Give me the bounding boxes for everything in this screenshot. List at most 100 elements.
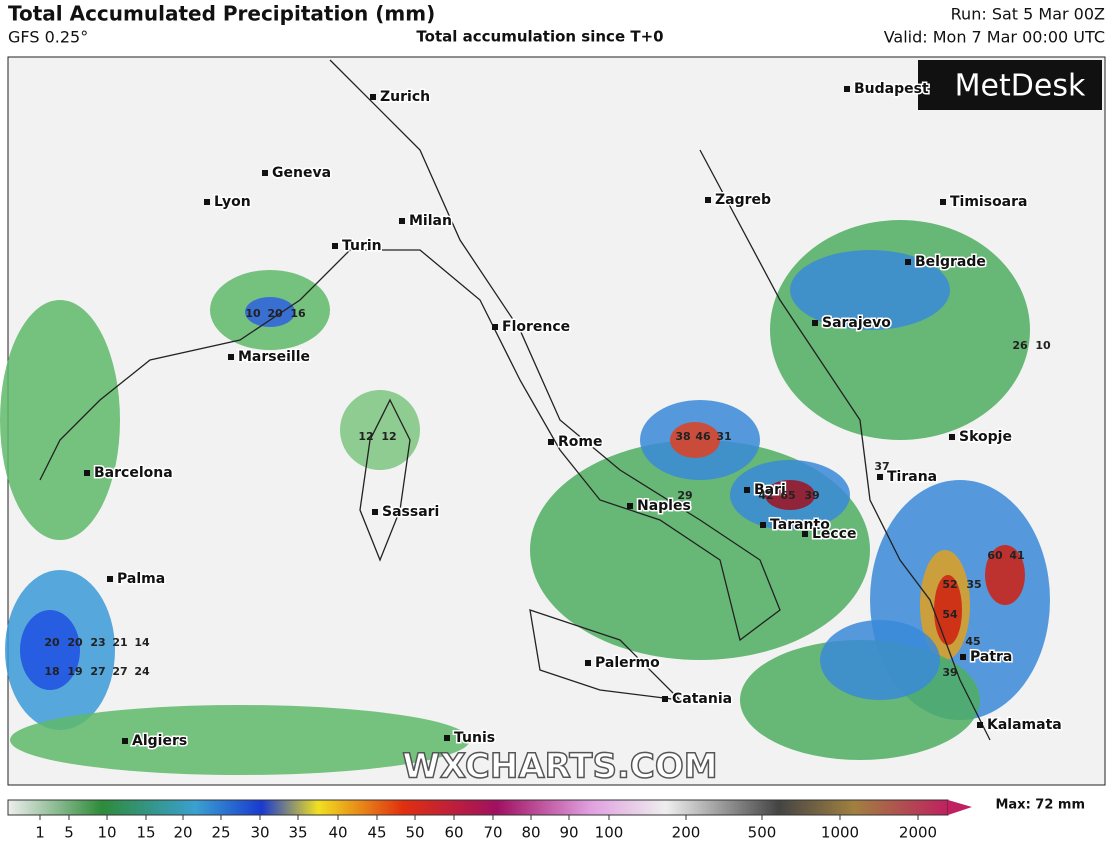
city-label: Tirana (887, 469, 937, 485)
city-marker (372, 509, 378, 515)
city-label: Kalamata (987, 717, 1062, 733)
city-marker (492, 324, 498, 330)
city-marker (107, 576, 113, 582)
grid-value: 21 (112, 636, 127, 649)
grid-value: 23 (90, 636, 105, 649)
color-bar-label: 70 (483, 824, 502, 842)
color-bar-label: 45 (367, 824, 386, 842)
grid-value: 39 (804, 489, 819, 502)
logo-box (918, 60, 1102, 110)
grid-value: 52 (942, 578, 957, 591)
city-label: Milan (409, 213, 452, 229)
city-label: Florence (502, 319, 570, 335)
grid-value: 14 (134, 636, 150, 649)
city-label: Naples (637, 498, 691, 514)
city-marker (877, 474, 883, 480)
logo: MetDesk (955, 69, 1086, 104)
city-label: Lecce (812, 526, 857, 542)
city-label: Zagreb (715, 192, 771, 208)
color-bar (7, 799, 949, 816)
grid-value: 10 (245, 307, 261, 320)
grid-value: 26 (1012, 339, 1028, 352)
grid-value: 27 (90, 665, 105, 678)
city-label: Sassari (382, 504, 439, 520)
city-label: Palma (117, 571, 165, 587)
city-marker (960, 654, 966, 660)
city-marker (548, 439, 554, 445)
city-label: Geneva (272, 165, 331, 181)
run-time: Run: Sat 5 Mar 00Z (951, 5, 1105, 24)
city-label: Marseille (238, 349, 310, 365)
city-marker (585, 660, 591, 666)
city-label: Tunis (454, 730, 495, 746)
precip-area (985, 545, 1025, 605)
city-label: Turin (342, 238, 382, 254)
grid-value: 31 (716, 430, 731, 443)
color-bar-label: 90 (559, 824, 578, 842)
grid-value: 42 (758, 489, 773, 502)
precip-area (245, 297, 295, 327)
grid-value: 10 (1035, 339, 1051, 352)
city-label: Taranto (770, 517, 830, 533)
grid-value: 16 (290, 307, 306, 320)
grid-value: 20 (267, 307, 283, 320)
coastlines (39, 59, 991, 741)
color-bar-label: 25 (211, 824, 230, 842)
grid-value: 12 (358, 430, 373, 443)
color-bar-label: 10 (97, 824, 116, 842)
watermark: WXCHARTS.COM (402, 747, 717, 787)
grid-value: 65 (780, 489, 795, 502)
precip-area (0, 300, 120, 540)
city-marker (949, 434, 955, 440)
city-marker (122, 738, 128, 744)
title: Total Accumulated Precipitation (mm) (8, 2, 435, 26)
precip-area (820, 620, 940, 700)
color-bar-label: 35 (288, 824, 307, 842)
grid-value: 39 (942, 666, 957, 679)
city-label: Belgrade (915, 254, 986, 270)
grid-value: 12 (381, 430, 396, 443)
color-bar-label: 50 (405, 824, 424, 842)
color-bar-label: 2000 (899, 824, 937, 842)
city-marker (204, 199, 210, 205)
city-marker (705, 197, 711, 203)
city-marker (84, 470, 90, 476)
color-bar-label: 15 (136, 824, 155, 842)
precip-field (0, 220, 1050, 775)
grid-value: 29 (677, 489, 692, 502)
city-marker (262, 170, 268, 176)
city-marker (399, 218, 405, 224)
city-marker (940, 199, 946, 205)
city-label: Skopje (959, 429, 1012, 445)
grid-value: 24 (134, 665, 150, 678)
grid-value: 41 (1009, 549, 1024, 562)
grid-value: 27 (112, 665, 127, 678)
city-marker (228, 354, 234, 360)
grid-value: 37 (874, 460, 889, 473)
color-bar-label: 500 (748, 824, 777, 842)
grid-value: 20 (67, 636, 83, 649)
valid-time: Valid: Mon 7 Mar 00:00 UTC (884, 28, 1105, 47)
color-bar-label: 1 (35, 824, 45, 842)
city-marker (802, 531, 808, 537)
color-bar-label: 200 (672, 824, 701, 842)
city-marker (760, 522, 766, 528)
color-bar-label: 80 (521, 824, 540, 842)
grid-value: 38 (675, 430, 690, 443)
subtitle: Total accumulation since T+0 (416, 28, 663, 46)
precip-area (790, 250, 950, 330)
grid-value: 35 (966, 578, 981, 591)
city-marker (627, 503, 633, 509)
city-marker (370, 94, 376, 100)
city-marker (744, 487, 750, 493)
grid-value: 20 (44, 636, 60, 649)
city-label: Catania (672, 691, 732, 707)
grid-value: 54 (942, 608, 958, 621)
city-marker (977, 722, 983, 728)
grid-value: 19 (67, 665, 82, 678)
city-label: Rome (558, 434, 602, 450)
color-bar-label: 5 (64, 824, 74, 842)
city-label: Lyon (214, 194, 251, 210)
city-label: Budapest (854, 81, 929, 97)
